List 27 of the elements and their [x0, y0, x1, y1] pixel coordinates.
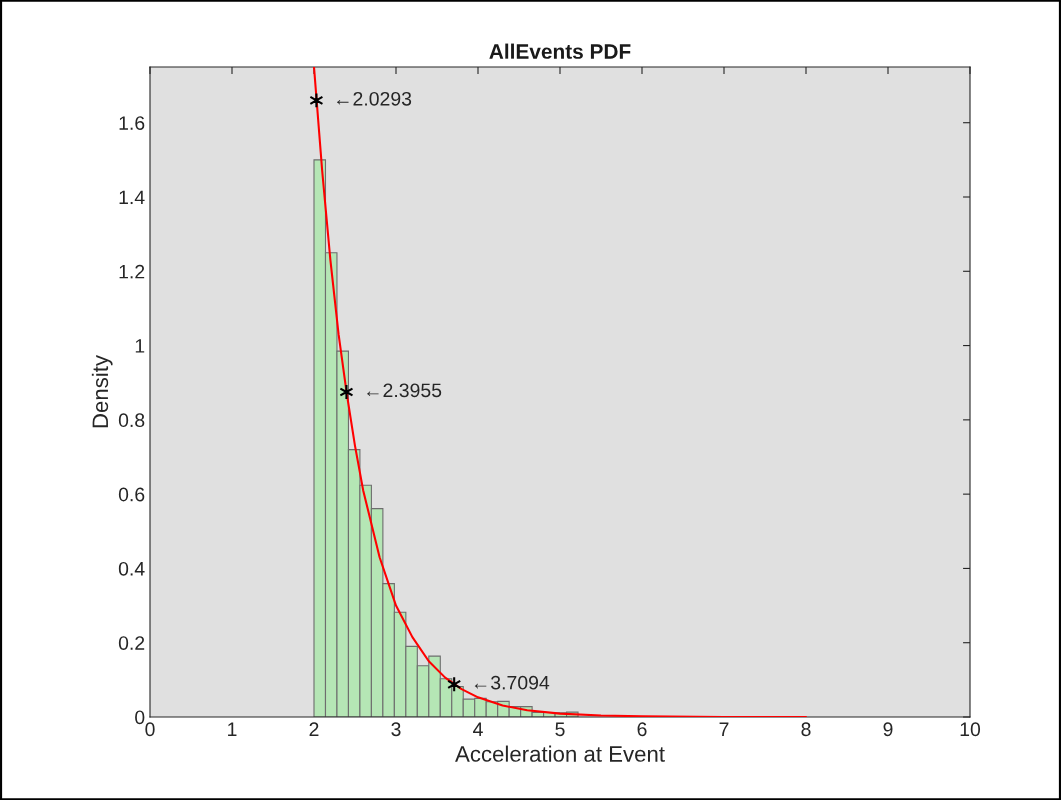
x-tick-label: 1: [228, 722, 237, 736]
x-tick-label: 8: [801, 722, 811, 737]
y-tick-label: 0: [135, 710, 145, 725]
y-tick-label: 0.8: [118, 413, 145, 428]
x-tick-label: 3: [391, 722, 401, 737]
x-axis-title: Acceleration at Event: [455, 745, 665, 762]
x-tick-label: 7: [719, 722, 729, 736]
x-tick-label: 5: [555, 722, 565, 737]
y-tick-label: 0.6: [118, 487, 145, 502]
y-tick-label: 1: [135, 339, 145, 353]
y-axis-title: Density: [91, 354, 113, 428]
x-tick-label: 9: [883, 722, 893, 737]
annotation: ←2.0293: [337, 91, 412, 106]
annotation: ←3.7094: [474, 675, 550, 690]
x-tick-label: 4: [473, 722, 483, 736]
line-series: [312, 67, 808, 717]
x-tick-label: 6: [637, 722, 647, 737]
annotation: ←2.3955: [367, 383, 442, 398]
x-tick-label: 10: [960, 722, 981, 737]
chart-title: AllEvents PDF: [489, 43, 631, 59]
y-tick-label: 0.4: [118, 561, 145, 576]
y-tick-label: 0.2: [118, 636, 145, 650]
y-tick-label: 1.6: [119, 116, 145, 130]
x-tick-label: 2: [309, 722, 319, 736]
y-tick-label: 1.2: [119, 264, 145, 279]
x-tick-label: 0: [145, 722, 155, 737]
y-tick-label: 1.4: [119, 190, 145, 205]
